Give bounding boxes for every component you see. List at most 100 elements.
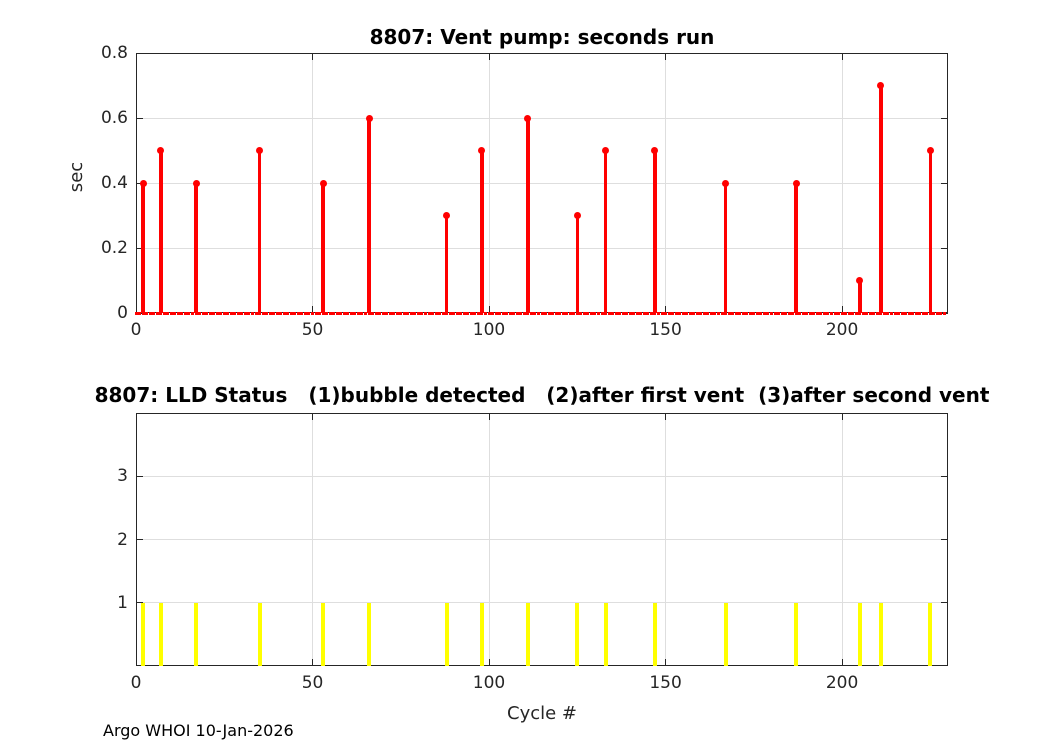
x-tickmark xyxy=(488,306,490,313)
zero-value-marker xyxy=(858,311,862,315)
zero-value-marker xyxy=(279,311,283,315)
zero-value-marker xyxy=(914,311,918,315)
stem-marker xyxy=(926,147,934,154)
gridline xyxy=(488,53,490,313)
y-tickmark xyxy=(941,602,948,604)
y-tickmark xyxy=(136,602,143,604)
zero-value-marker xyxy=(431,311,435,315)
y-tickmark xyxy=(136,182,143,184)
zero-value-marker xyxy=(166,311,170,315)
zero-value-marker xyxy=(314,311,318,315)
y-tick-label: 1 xyxy=(117,592,128,613)
x-tickmark xyxy=(135,659,137,666)
zero-value-marker xyxy=(787,311,791,315)
gridline xyxy=(312,53,314,313)
zero-value-marker xyxy=(844,311,848,315)
zero-value-marker xyxy=(812,311,816,315)
zero-value-marker xyxy=(452,311,456,315)
stem xyxy=(158,602,163,666)
zero-value-marker xyxy=(378,311,382,315)
zero-value-marker xyxy=(307,311,311,315)
zero-value-marker xyxy=(734,311,738,315)
zero-value-marker xyxy=(381,311,385,315)
zero-value-marker xyxy=(667,311,671,315)
zero-value-marker xyxy=(561,311,565,315)
zero-value-marker xyxy=(402,311,406,315)
stem xyxy=(526,118,530,313)
stem xyxy=(194,602,199,666)
zero-value-marker xyxy=(261,311,265,315)
zero-value-marker xyxy=(692,311,696,315)
zero-value-marker xyxy=(339,311,343,315)
x-tickmark xyxy=(312,53,314,60)
zero-value-marker xyxy=(346,311,350,315)
stem-marker xyxy=(319,179,327,187)
zero-value-marker xyxy=(258,311,262,315)
zero-value-marker xyxy=(226,311,230,315)
zero-value-marker xyxy=(706,311,710,315)
zero-value-marker xyxy=(392,311,396,315)
zero-value-marker xyxy=(240,311,244,315)
zero-value-marker xyxy=(367,311,371,315)
zero-value-marker xyxy=(526,311,530,315)
zero-value-marker xyxy=(681,311,685,315)
zero-value-marker xyxy=(815,311,819,315)
zero-value-marker xyxy=(275,311,279,315)
gridline xyxy=(136,247,948,249)
x-tickmark xyxy=(841,53,843,60)
zero-value-marker xyxy=(219,311,223,315)
vent-pump-plot-title: 8807: Vent pump: seconds run xyxy=(369,25,715,49)
zero-value-marker xyxy=(476,311,480,315)
zero-value-marker xyxy=(183,311,187,315)
zero-value-marker xyxy=(215,311,219,315)
x-tickmark xyxy=(841,413,843,420)
zero-value-marker xyxy=(854,311,858,315)
zero-value-marker xyxy=(303,311,307,315)
zero-value-marker xyxy=(148,311,152,315)
zero-value-marker xyxy=(162,311,166,315)
zero-value-marker xyxy=(921,311,925,315)
zero-value-marker xyxy=(448,311,452,315)
x-tickmark xyxy=(312,413,314,420)
zero-value-marker xyxy=(462,311,466,315)
zero-value-marker xyxy=(187,311,191,315)
zero-value-marker xyxy=(251,311,254,315)
zero-value-marker xyxy=(791,311,795,315)
zero-value-marker xyxy=(434,311,438,315)
zero-value-marker xyxy=(833,311,837,315)
zero-value-marker xyxy=(660,311,664,315)
zero-value-marker xyxy=(293,311,297,315)
zero-value-marker xyxy=(777,311,781,315)
zero-value-marker xyxy=(928,311,932,315)
stem-marker xyxy=(856,277,864,284)
zero-value-marker xyxy=(533,311,537,315)
zero-value-marker xyxy=(145,311,149,315)
zero-value-marker xyxy=(731,311,735,315)
zero-value-marker xyxy=(349,311,353,315)
zero-value-marker xyxy=(780,311,784,315)
zero-value-marker xyxy=(536,311,540,315)
zero-value-marker xyxy=(388,311,392,315)
zero-value-marker xyxy=(904,311,908,315)
zero-value-marker xyxy=(649,311,653,315)
y-tickmark xyxy=(941,52,948,54)
y-tickmark xyxy=(136,52,143,54)
zero-value-marker xyxy=(911,311,915,315)
zero-value-marker xyxy=(822,311,826,315)
y-tick-label: 0.4 xyxy=(100,173,128,193)
stem-marker xyxy=(877,82,885,89)
gridline xyxy=(841,53,843,313)
zero-value-marker xyxy=(632,311,636,315)
y-tick-label: 2 xyxy=(117,529,128,550)
gridline xyxy=(136,475,948,477)
zero-value-marker xyxy=(861,311,865,315)
y-tickmark xyxy=(941,539,948,540)
zero-value-marker xyxy=(600,311,604,315)
stem xyxy=(723,602,728,666)
zero-value-marker xyxy=(604,311,608,315)
stem xyxy=(575,602,580,666)
zero-value-marker xyxy=(469,311,473,315)
x-tickmark xyxy=(135,53,137,60)
zero-value-marker xyxy=(738,311,742,315)
zero-value-marker xyxy=(243,311,247,315)
